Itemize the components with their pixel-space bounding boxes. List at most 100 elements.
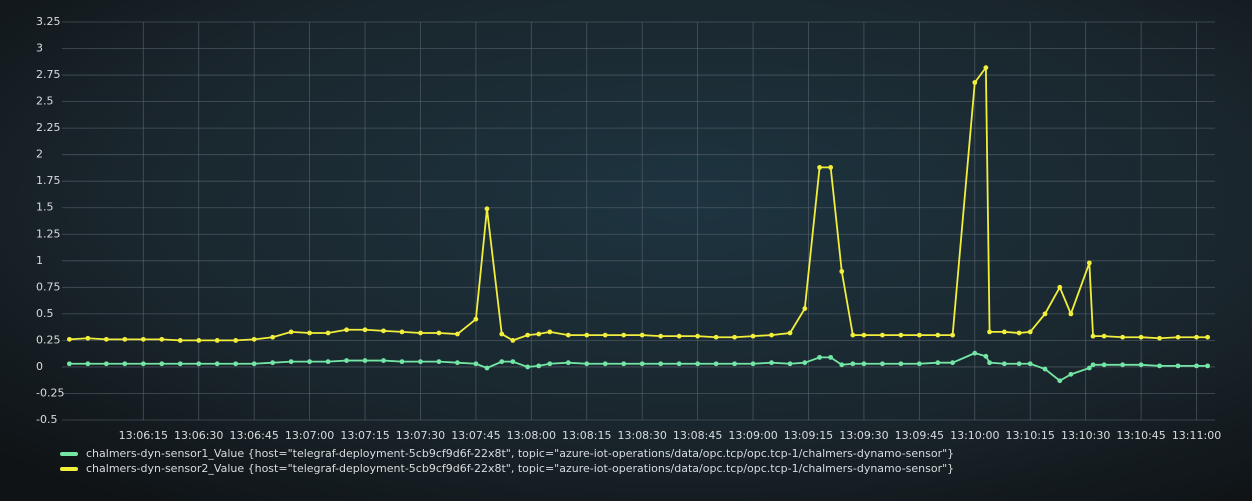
data-point xyxy=(1157,336,1162,341)
y-tick-label: 1.75 xyxy=(36,174,61,187)
data-point xyxy=(1017,361,1022,366)
data-point xyxy=(972,351,977,356)
y-tick-label: 3 xyxy=(36,42,43,55)
x-tick-label: 13:08:30 xyxy=(617,429,666,442)
data-point xyxy=(802,360,807,365)
data-point xyxy=(418,331,423,336)
x-tick-label: 13:09:00 xyxy=(728,429,777,442)
data-point xyxy=(215,338,220,343)
data-point xyxy=(950,333,955,338)
data-point xyxy=(828,355,833,360)
data-point xyxy=(802,306,807,311)
data-point xyxy=(862,333,867,338)
data-point xyxy=(584,361,589,366)
data-point xyxy=(714,335,719,340)
data-point xyxy=(196,361,201,366)
data-point xyxy=(344,358,349,363)
x-tick-label: 13:10:15 xyxy=(1006,429,1055,442)
data-point xyxy=(104,361,109,366)
data-point xyxy=(525,365,530,370)
data-point xyxy=(547,361,552,366)
data-point xyxy=(1002,361,1007,366)
data-point xyxy=(917,333,922,338)
data-point xyxy=(326,331,331,336)
data-point xyxy=(1194,363,1199,368)
data-point xyxy=(252,337,257,342)
data-point xyxy=(122,337,127,342)
data-point xyxy=(141,361,146,366)
data-point xyxy=(307,331,312,336)
data-point xyxy=(839,362,844,367)
data-point xyxy=(1068,311,1073,316)
data-point xyxy=(732,335,737,340)
y-tick-label: -0.5 xyxy=(36,413,57,426)
data-point xyxy=(1157,363,1162,368)
data-point xyxy=(1120,362,1125,367)
data-point xyxy=(1102,334,1107,339)
data-point xyxy=(400,359,405,364)
data-point xyxy=(159,361,164,366)
data-point xyxy=(695,334,700,339)
x-tick-label: 13:06:45 xyxy=(229,429,278,442)
data-point xyxy=(751,334,756,339)
data-point xyxy=(714,361,719,366)
data-point xyxy=(233,338,238,343)
data-point xyxy=(363,358,368,363)
data-point xyxy=(1043,311,1048,316)
x-tick-label: 13:06:30 xyxy=(174,429,223,442)
data-point xyxy=(677,361,682,366)
data-point xyxy=(1028,361,1033,366)
data-point xyxy=(289,359,294,364)
data-point xyxy=(566,333,571,338)
data-point xyxy=(525,333,530,338)
data-point xyxy=(621,361,626,366)
y-tick-label: 0 xyxy=(36,360,43,373)
data-point xyxy=(1102,362,1107,367)
data-point xyxy=(1120,335,1125,340)
data-point xyxy=(751,361,756,366)
data-point xyxy=(935,360,940,365)
data-point xyxy=(640,361,645,366)
data-point xyxy=(1139,335,1144,340)
data-point xyxy=(817,355,822,360)
y-tick-label: 2.25 xyxy=(36,121,61,134)
data-point xyxy=(658,334,663,339)
data-point xyxy=(972,80,977,85)
data-point xyxy=(769,333,774,338)
x-tick-label: 13:08:00 xyxy=(507,429,556,442)
data-point xyxy=(473,361,478,366)
x-tick-label: 13:06:15 xyxy=(119,429,168,442)
data-point xyxy=(270,360,275,365)
data-point xyxy=(677,334,682,339)
legend-label: chalmers-dyn-sensor1_Value {host="telegr… xyxy=(86,447,954,460)
data-point xyxy=(1043,367,1048,372)
data-point xyxy=(850,361,855,366)
data-point xyxy=(85,361,90,366)
data-point xyxy=(252,361,257,366)
data-point xyxy=(455,360,460,365)
data-point xyxy=(270,335,275,340)
data-point xyxy=(85,336,90,341)
data-point xyxy=(233,361,238,366)
x-tick-label: 13:09:45 xyxy=(895,429,944,442)
legend-label: chalmers-dyn-sensor2_Value {host="telegr… xyxy=(86,462,954,475)
data-point xyxy=(307,359,312,364)
data-point xyxy=(1205,335,1210,340)
data-point xyxy=(603,333,608,338)
x-tick-label: 13:07:15 xyxy=(340,429,389,442)
data-point xyxy=(363,327,368,332)
x-tick-label: 13:08:45 xyxy=(673,429,722,442)
data-point xyxy=(547,330,552,335)
data-point xyxy=(289,330,294,335)
data-point xyxy=(584,333,589,338)
data-point xyxy=(640,333,645,338)
y-tick-label: 0.5 xyxy=(36,307,54,320)
data-point xyxy=(695,361,700,366)
data-point xyxy=(983,354,988,359)
data-point xyxy=(381,328,386,333)
data-point xyxy=(839,269,844,274)
x-tick-label: 13:11:00 xyxy=(1172,429,1221,442)
x-tick-label: 13:09:30 xyxy=(839,429,888,442)
data-point xyxy=(344,327,349,332)
data-point xyxy=(983,65,988,70)
